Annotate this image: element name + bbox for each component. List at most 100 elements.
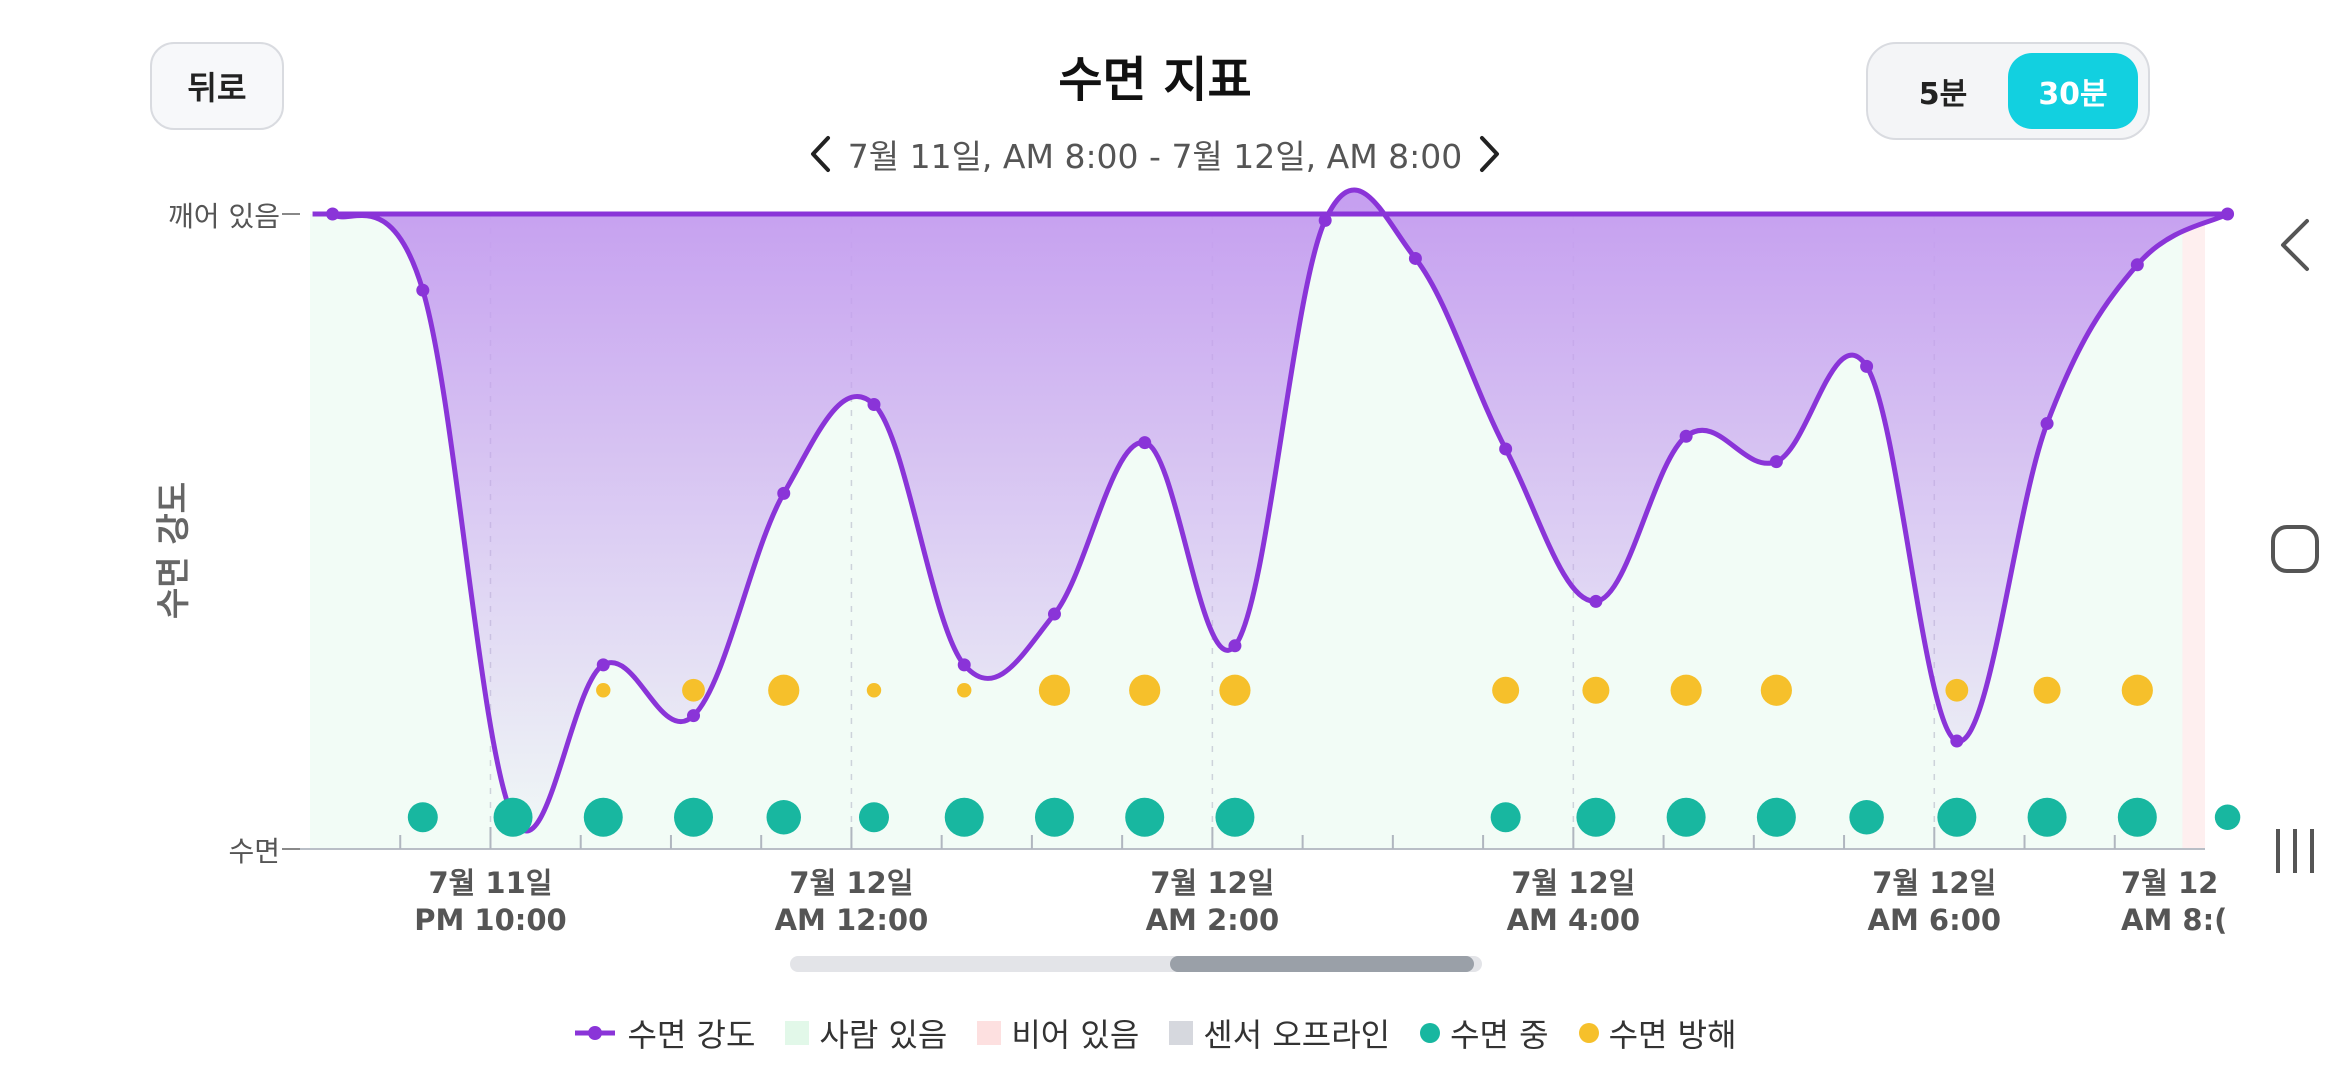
disturbance-marker (866, 683, 882, 698)
legend-item-sleeping: 수면 중 (1420, 1010, 1549, 1056)
legend-label: 비어 있음 (1011, 1016, 1140, 1054)
chevron-right-icon[interactable] (1470, 126, 1510, 182)
sleep-intensity-point (1950, 734, 1964, 748)
legend-label: 센서 오프라인 (1203, 1016, 1391, 1054)
sleep-intensity-point (957, 658, 971, 672)
sleeping-marker (2117, 797, 2157, 837)
x-tick-label-date: 7월 12 (2121, 866, 2218, 900)
x-tick-label-date: 7월 11일 (428, 866, 552, 900)
back-button[interactable]: 뒤로 (150, 42, 284, 130)
disturbance-marker (1492, 676, 1520, 704)
sleeping-marker (1490, 802, 1521, 833)
legend-item-sleep-disturbance: 수면 방해 (1578, 1010, 1737, 1056)
sleep-intensity-point (1499, 442, 1513, 456)
legend-label: 수면 강도 (627, 1016, 756, 1054)
sleep-intensity-point (1408, 251, 1422, 265)
legend-item-sensor-offline: 센서 오프라인 (1169, 1010, 1390, 1056)
x-tick-label-time: AM 2:00 (1146, 903, 1280, 937)
date-range-label: 7월 11일, AM 8:00 - 7월 12일, AM 8:00 (847, 137, 1463, 176)
sleep-intensity-point (867, 398, 881, 411)
legend-square-swatch (785, 1021, 810, 1045)
sleep-intensity-point (416, 283, 430, 297)
legend-line-swatch (575, 1026, 616, 1040)
disturbance-marker (1129, 674, 1161, 706)
chart-scrollbar-thumb[interactable] (1170, 956, 1474, 972)
sleep-intensity-point (1228, 639, 1242, 653)
sleep-intensity-area (332, 190, 2228, 832)
sleeping-marker (2214, 804, 2241, 830)
sleeping-marker (1215, 797, 1255, 837)
y-tick-sleep: 수면 (228, 835, 280, 868)
disturbance-marker (1219, 674, 1251, 706)
chevron-left-icon[interactable] (800, 126, 840, 182)
sleep-intensity-point (1318, 213, 1332, 227)
sleep-intensity-point (1047, 607, 1061, 621)
x-tick-label-date: 7월 12일 (1872, 866, 1996, 900)
sleep-intensity-point (1860, 359, 1874, 373)
sleep-intensity-point (1679, 429, 1693, 443)
sleep-intensity-point (777, 486, 791, 500)
interval-30min-button[interactable]: 30분 (2008, 53, 2138, 129)
sleeping-marker (858, 802, 889, 833)
legend-label: 사람 있음 (819, 1016, 948, 1054)
sleeping-marker (1666, 797, 1706, 837)
interval-5min-button[interactable]: 5분 (1918, 77, 1968, 112)
y-tick-awake: 깨어 있음 (168, 200, 280, 233)
disturbance-marker (682, 678, 705, 702)
home-nav-icon[interactable] (2250, 504, 2340, 594)
page-title: 수면 지표 (1058, 52, 1252, 108)
legend-label: 수면 방해 (1608, 1016, 1737, 1054)
disturbance-marker (2121, 674, 2153, 706)
sleeping-marker (1576, 797, 1616, 837)
x-tick-label-time: PM 10:00 (414, 903, 567, 937)
sleep-intensity-point (2130, 258, 2144, 272)
legend-dot-swatch (1578, 1023, 1599, 1043)
x-tick-label-time: AM 12:00 (775, 903, 929, 937)
recents-nav-icon[interactable] (2250, 806, 2340, 896)
date-navigator: 7월 11일, AM 8:00 - 7월 12일, AM 8:00 (800, 126, 1510, 182)
sleeping-marker (407, 802, 438, 833)
sleep-intensity-point (596, 658, 610, 672)
x-tick-label-date: 7월 12일 (1511, 866, 1635, 900)
x-tick-label-time: AM 8:( (2121, 903, 2227, 937)
legend-square-swatch (1169, 1021, 1194, 1045)
back-nav-icon[interactable] (2250, 200, 2340, 290)
sleep-intensity-point (326, 207, 340, 221)
disturbance-marker (1670, 674, 1702, 706)
sleeping-marker (1034, 797, 1074, 837)
legend-dot-swatch (1420, 1023, 1441, 1043)
presence-empty-band (2182, 214, 2205, 849)
disturbance-marker (768, 674, 800, 706)
sleeping-marker (1756, 797, 1796, 837)
disturbance-marker (1038, 674, 1071, 706)
legend-label: 수면 중 (1450, 1016, 1549, 1054)
legend-square-swatch (977, 1021, 1002, 1045)
x-tick-label-time: AM 6:00 (1868, 903, 2002, 937)
x-tick-label-time: AM 4:00 (1507, 903, 1641, 937)
x-tick-label-date: 7월 12일 (789, 866, 913, 900)
sleep-intensity-point (2040, 417, 2054, 431)
sleeping-marker (1849, 800, 1884, 835)
disturbance-marker (596, 683, 611, 698)
interval-toggle: 5분 30분 (1866, 42, 2150, 140)
legend-item-empty: 비어 있음 (977, 1010, 1139, 1056)
sleep-intensity-point (1769, 455, 1783, 469)
chart-legend: 수면 강도 사람 있음 비어 있음 센서 오프라인 수면 중 수면 방해 (0, 1008, 2310, 1058)
sleeping-marker (674, 797, 714, 837)
sleep-intensity-point (1589, 594, 1603, 608)
disturbance-marker (2033, 676, 2061, 704)
sleeping-marker (944, 797, 984, 837)
disturbance-marker (1760, 674, 1792, 706)
sleep-intensity-point (2221, 207, 2235, 221)
disturbance-marker (1945, 678, 1969, 702)
sleeping-marker (493, 797, 533, 837)
sleeping-marker (2027, 797, 2067, 837)
sleeping-marker (766, 800, 801, 835)
sleeping-marker (1125, 797, 1165, 837)
sleeping-marker (583, 797, 623, 837)
legend-item-person-present: 사람 있음 (785, 1010, 947, 1056)
disturbance-marker (1582, 676, 1610, 704)
sleep-intensity-point (1138, 436, 1152, 450)
legend-item-sleep-intensity: 수면 강도 (573, 1010, 755, 1056)
